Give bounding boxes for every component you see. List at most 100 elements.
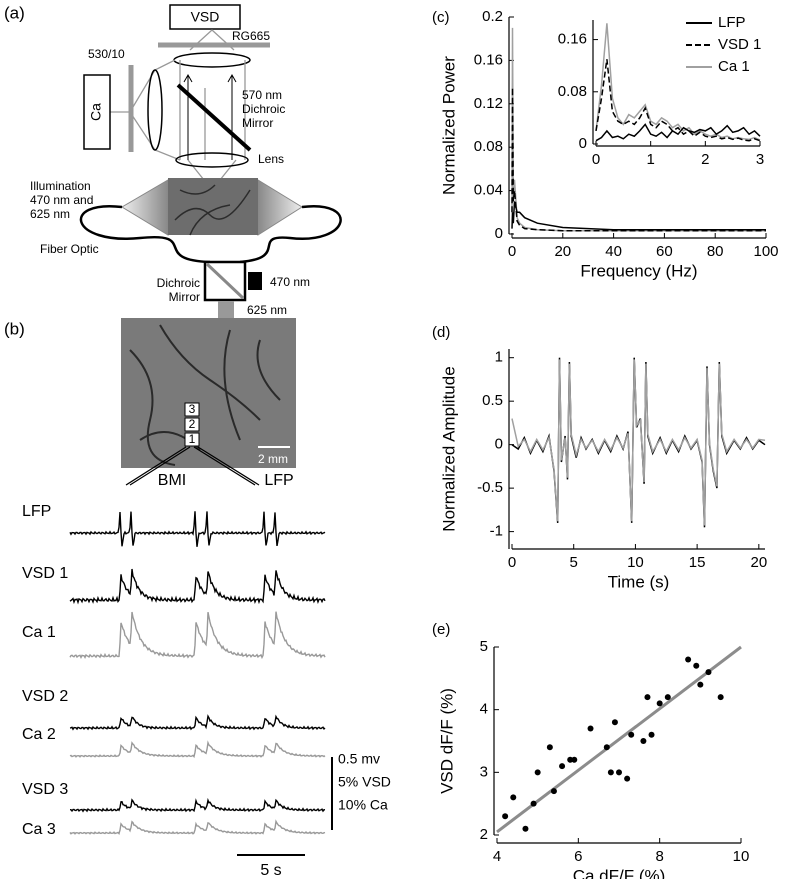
scale-label: 5 s [260,862,281,879]
x-tick-label: 60 [656,243,673,260]
trace-label: LFP [22,503,51,520]
filter-label: RG665 [232,29,270,43]
y-axis-label: Normalized Amplitude [439,366,458,531]
led [248,272,262,290]
y-tick-label: 0 [495,225,503,242]
dichroic-label: Mirror [169,290,200,304]
series-line [595,59,761,142]
y-tick-label: 0.12 [474,95,503,112]
lens [175,152,249,168]
series-line [511,359,766,526]
electrode-wires [125,446,260,486]
y-tick-label: 0 [495,436,503,453]
trace-label: Ca 2 [22,726,56,743]
chart: -1-0.500.510 5 10 15 20(d)Time (s)Normalized… [432,324,767,592]
trace [69,511,326,547]
panel-label: (c) [432,9,450,26]
x-tick-label: 0 [508,554,516,571]
y-axis-label: VSD dF/F (%) [437,688,456,794]
brain-image [121,318,296,468]
y-tick-label: 4 [480,701,488,718]
panel-b: (b) 3 2 1 2 mm BMI LFP LFP VSD 1 Ca 1 VS… [4,318,391,879]
trace [69,611,326,660]
chart: 2 3 4 5 4 6 8 10 (e) Ca dF/F (%) VSD dF/F (%) [432,621,749,879]
trace-label: VSD 1 [22,565,68,582]
led [218,301,234,319]
illumination-cone [257,179,303,236]
y-tick-label: 0.5 [482,392,503,409]
filter-label: 530/10 [88,47,125,61]
x-tick-label: 4 [493,848,501,865]
chart: 0 0.08 0.16 0 1 2 3 [558,20,764,168]
point [522,825,529,832]
vessels [174,184,251,236]
dichroic-mirror [176,83,252,152]
panel-label: (a) [4,3,25,22]
electrode-number: 2 [189,417,196,431]
point [550,788,557,795]
illumination-cone [121,179,169,236]
illumination-label: 470 nm and [30,193,93,207]
point [530,800,537,807]
trace-label: VSD 2 [22,688,68,705]
series-line [595,123,761,142]
y-tick-label: -0.5 [477,479,503,496]
point [534,769,541,776]
trace [69,714,326,731]
panel-label: (e) [432,621,450,638]
legend-label: LFP [718,14,746,31]
panel-label: (b) [4,319,25,338]
camera-box [83,74,111,150]
x-tick-label: 100 [753,243,778,260]
x-axis-label: Time (s) [608,572,670,591]
vsd-camera: VSD [191,9,220,25]
fiber-label: Fiber Optic [40,242,99,256]
point [705,669,712,676]
chart: 00.040.080.120.160.20 20 40 60 80 100(c)Frequ… [432,8,779,281]
trace [69,740,326,759]
x-tick-label: 3 [756,151,764,168]
scale-label: 0.5 mv [338,751,380,767]
trace [69,568,326,605]
series-line [511,201,766,231]
y-tick-label: 0.08 [474,138,503,155]
point [502,813,509,820]
y-tick-label: 1 [495,349,503,366]
trace-label: Ca 1 [22,624,56,641]
point [510,794,517,801]
ca-camera: Ca [88,103,104,121]
point [587,725,594,732]
x-tick-label: 20 [554,243,571,260]
point [656,700,663,707]
point [607,769,614,776]
y-tick-label: 5 [480,638,488,655]
x-tick-label: 10 [627,554,644,571]
scale-label: 10% Ca [338,797,388,813]
y-tick-label: -1 [490,523,503,540]
x-axis-label: Ca dF/F (%) [573,866,666,879]
y-tick-label: 2 [480,826,488,843]
y-axis-label: Normalized Power [439,56,458,195]
point [571,756,578,763]
electrode-number: 3 [189,402,196,416]
point [644,694,651,701]
trace-label: VSD 3 [22,781,68,798]
point [546,744,553,751]
dichroic-label: Dichroic [157,276,200,290]
y-tick-label: 0.04 [474,182,503,199]
vessels [129,324,281,466]
dichroic-label: Dichroic [242,102,285,116]
x-tick-label: 1 [646,151,654,168]
x-axis-label: Frequency (Hz) [580,261,697,280]
y-tick-label: 0.2 [482,8,503,25]
lens [173,52,251,68]
point [624,775,631,782]
y-tick-label: 0.08 [558,83,587,100]
scale-label: 5% VSD [338,774,391,790]
series-line [511,357,766,528]
series-line [511,87,766,232]
legend-label: VSD 1 [718,36,761,53]
led-label: 625 nm [247,303,287,317]
arrows [183,73,237,160]
